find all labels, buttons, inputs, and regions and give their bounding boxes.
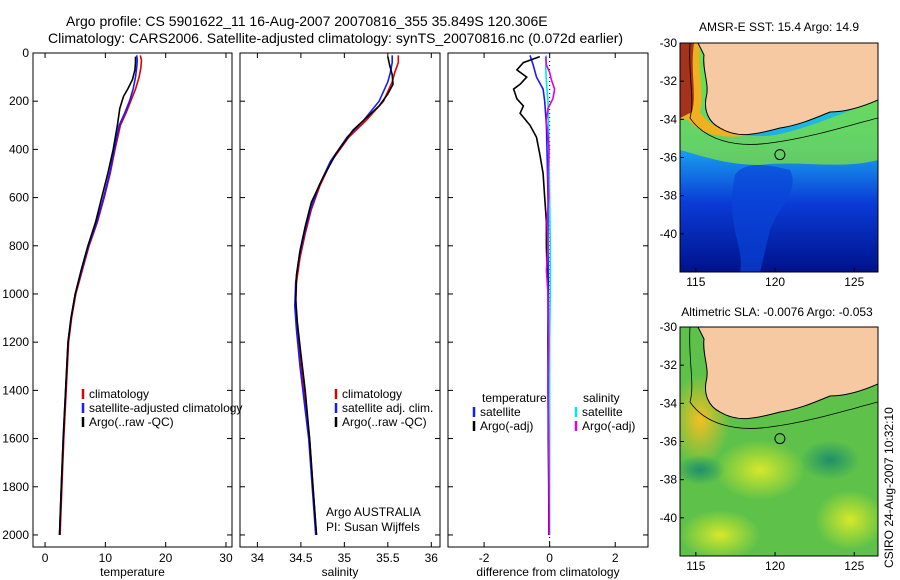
y-tick-label: 1200	[2, 335, 29, 349]
x-tick-label: 34.5	[289, 551, 313, 565]
map-y-tick-label: -36	[660, 435, 678, 449]
series-line	[58, 56, 137, 536]
salinity-profile-frame	[239, 52, 441, 548]
temperature-profile-frame	[32, 52, 233, 548]
map-x-tick-label: 125	[844, 559, 864, 573]
x-tick-label: -2	[479, 551, 490, 565]
annotation: PI: Susan Wijffels	[326, 520, 420, 534]
y-tick-label: 0	[22, 46, 29, 60]
map-y-tick-label: -30	[660, 36, 678, 50]
temperature-profile-xlabel: temperature	[100, 565, 165, 579]
difference-profile-xlabel: difference from climatology	[476, 565, 619, 579]
x-tick-label: 30	[219, 551, 233, 565]
y-tick-label: 1400	[2, 383, 29, 397]
legend-entry: satellite	[480, 405, 521, 419]
x-tick-label: 0	[546, 551, 553, 565]
y-tick-label: 200	[9, 94, 29, 108]
map-y-tick-label: -36	[660, 151, 678, 165]
annotation: Argo AUSTRALIA	[326, 505, 421, 519]
map-x-tick-label: 115	[686, 275, 705, 289]
legend-entry: climatology	[89, 387, 149, 401]
series-line	[294, 55, 400, 536]
legend-entry: satellite adj. clim.	[342, 401, 433, 415]
sla-land	[697, 327, 878, 420]
sst-cold-tongue	[732, 165, 793, 272]
sla-low-patch	[680, 455, 725, 485]
x-tick-label: 20	[159, 551, 173, 565]
sst-hot-core	[680, 43, 694, 118]
legend-entry: satellite-adjusted climatology	[89, 401, 242, 415]
sla-yellow-patch-2	[815, 490, 878, 550]
sst-map-panel: AMSR-E SST: 15.4 Argo: 14.9 115 120 125 -30…	[660, 20, 879, 289]
map-y-tick-label: -30	[660, 320, 678, 334]
map-y-tick-label: -32	[660, 74, 678, 88]
legend-entry: temperature	[482, 391, 547, 405]
series-line	[544, 55, 552, 535]
timestamp-side-label: CSIRO 24-Aug-2007 10:32:10	[882, 407, 896, 568]
sla-map-panel: Altimetric SLA: -0.0076 Argo: -0.053 115…	[660, 305, 879, 573]
x-tick-label: 2	[612, 551, 619, 565]
x-tick-label: 35.5	[376, 551, 400, 565]
series-line	[58, 55, 139, 536]
salinity-profile-panel: 34 34.5 35 35.5 36 salinity climatologysatelli…	[239, 52, 441, 579]
legend-entry: Argo(-adj)	[582, 419, 635, 433]
sst-land	[697, 43, 878, 136]
map-y-tick-label: -38	[660, 189, 678, 203]
y-tick-label: 1600	[2, 432, 29, 446]
legend-entry: Argo(-adj)	[480, 419, 533, 433]
sst-coastal-warm-band	[680, 43, 760, 137]
legend-entry: salinity	[583, 391, 620, 405]
series-line	[59, 55, 143, 536]
legend-entry: Argo(..raw -QC)	[89, 415, 174, 429]
y-tick-label: 600	[9, 191, 29, 205]
map-x-tick-label: 120	[765, 275, 785, 289]
temperature-profile-panel: 0 10 20 30 0 200 400 600 800 1000 1200 1400 1600 1800…	[2, 46, 242, 579]
series-line	[512, 55, 550, 536]
map-y-tick-label: -38	[660, 473, 678, 487]
figure-title-line2: Climatology: CARS2006. Satellite-adjuste…	[48, 30, 623, 46]
x-tick-label: 10	[99, 551, 113, 565]
sst-map-title: AMSR-E SST: 15.4 Argo: 14.9	[699, 20, 859, 34]
map-x-tick-label: 115	[686, 559, 705, 573]
x-tick-label: 0	[42, 551, 49, 565]
sla-map-title: Altimetric SLA: -0.0076 Argo: -0.053	[681, 305, 873, 319]
x-tick-label: 35	[338, 551, 352, 565]
y-tick-label: 1800	[2, 480, 29, 494]
sst-depth-contour	[689, 43, 878, 145]
map-x-tick-label: 125	[844, 275, 864, 289]
salinity-profile-xlabel: salinity	[322, 565, 359, 579]
y-tick-label: 800	[9, 239, 29, 253]
map-y-tick-label: -34	[660, 112, 678, 126]
figure-title-line1: Argo profile: CS 5901622_11 16-Aug-2007 …	[66, 13, 548, 29]
series-line	[544, 56, 556, 536]
legend-entry: satellite	[582, 405, 623, 419]
series-line	[529, 55, 550, 535]
map-y-tick-label: -40	[660, 227, 678, 241]
sla-yellow-patch-1	[715, 440, 805, 500]
legend-entry: climatology	[342, 387, 402, 401]
map-y-tick-label: -32	[660, 358, 678, 372]
series-line	[294, 56, 394, 536]
sla-argo-marker	[774, 433, 786, 445]
map-y-tick-label: -34	[660, 396, 678, 410]
y-tick-label: 400	[9, 142, 29, 156]
difference-profile-frame	[447, 52, 649, 548]
sla-yellow-patch-3	[680, 510, 760, 556]
y-tick-label: 2000	[2, 528, 29, 542]
y-tick-label: 1000	[2, 287, 29, 301]
series-line	[293, 55, 393, 536]
sst-argo-marker	[774, 149, 786, 161]
x-tick-label: 34	[251, 551, 265, 565]
map-y-tick-label: -40	[660, 511, 678, 525]
map-x-tick-label: 120	[765, 559, 785, 573]
legend-entry: Argo(..raw -QC)	[342, 415, 427, 429]
sla-low-patch-2	[800, 440, 860, 480]
x-tick-label: 36	[425, 551, 439, 565]
sla-depth-contour	[689, 327, 878, 429]
